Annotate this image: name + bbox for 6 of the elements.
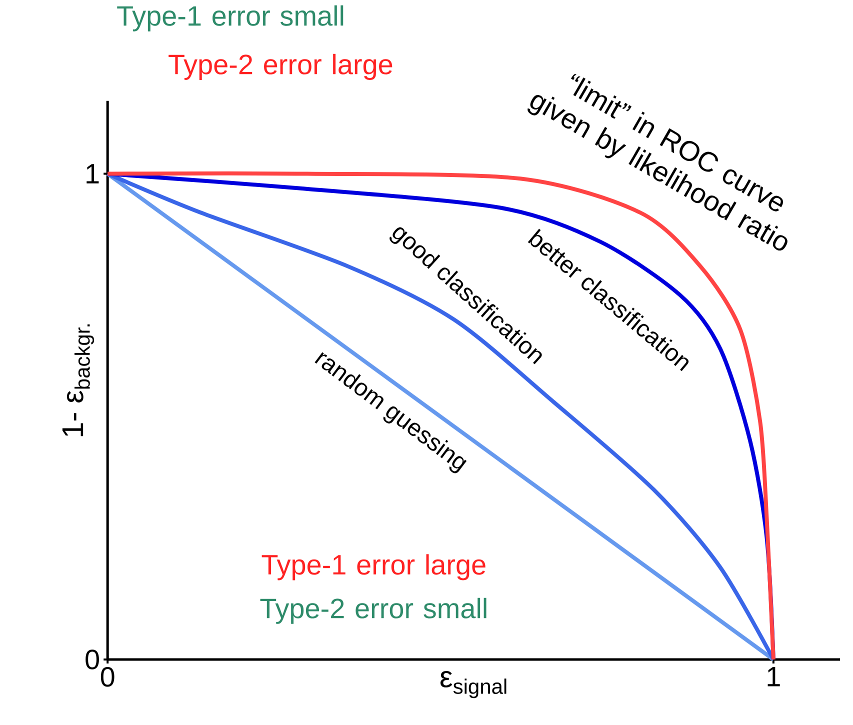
text: Type-2 error large <box>168 54 392 80</box>
y-axis-title: 1- ε$_{backgr.}$ <box>62 324 94 436</box>
annotation: Type-2 error small <box>260 598 486 624</box>
annotation: Type-1 error large <box>262 554 486 580</box>
text: Type-1 error small <box>117 5 344 32</box>
x-axis-title: ε$_{signal}$ <box>440 670 506 698</box>
